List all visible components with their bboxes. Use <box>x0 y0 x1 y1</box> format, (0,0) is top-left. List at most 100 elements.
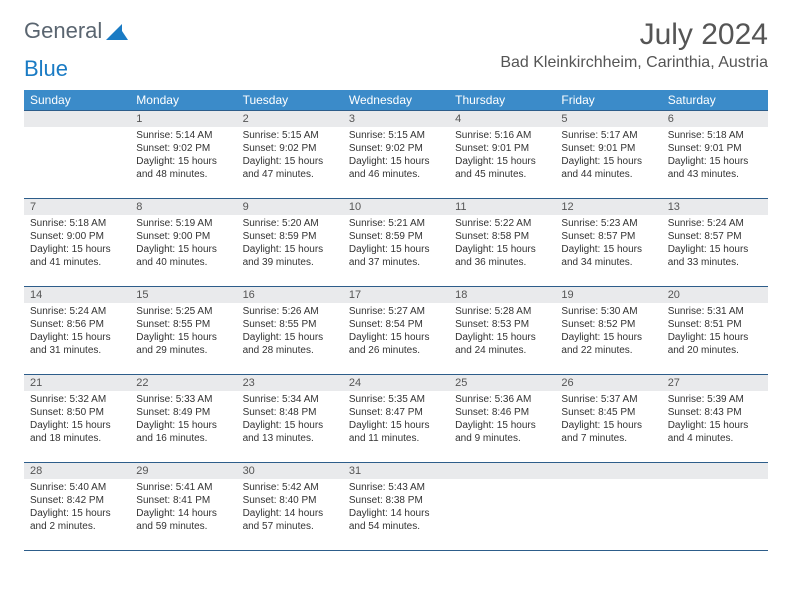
sunset-line: Sunset: 8:49 PM <box>136 406 230 419</box>
day-detail-cell: Sunrise: 5:41 AMSunset: 8:41 PMDaylight:… <box>130 479 236 551</box>
logo: General <box>24 18 130 44</box>
sunrise-line: Sunrise: 5:43 AM <box>349 481 443 494</box>
day-detail-cell: Sunrise: 5:22 AMSunset: 8:58 PMDaylight:… <box>449 215 555 287</box>
day-number-cell: 24 <box>343 375 449 391</box>
sunset-line: Sunset: 9:02 PM <box>243 142 337 155</box>
sunrise-line: Sunrise: 5:39 AM <box>668 393 762 406</box>
sunrise-line: Sunrise: 5:31 AM <box>668 305 762 318</box>
sunrise-line: Sunrise: 5:19 AM <box>136 217 230 230</box>
day-detail-row: Sunrise: 5:24 AMSunset: 8:56 PM Daylight:… <box>24 303 768 375</box>
weekday-header: Sunday <box>24 90 130 111</box>
weekday-header: Thursday <box>449 90 555 111</box>
sunset-line: Sunset: 8:51 PM <box>668 318 762 331</box>
sunrise-line: Sunrise: 5:20 AM <box>243 217 337 230</box>
day-detail-cell: Sunrise: 5:28 AMSunset: 8:53 PMDaylight:… <box>449 303 555 375</box>
day-number-row: 78910111213 <box>24 199 768 215</box>
weekday-header: Tuesday <box>237 90 343 111</box>
daylight-line: Daylight: 14 hours and 54 minutes. <box>349 507 443 533</box>
day-detail-cell: Sunrise: 5:37 AMSunset: 8:45 PMDaylight:… <box>555 391 661 463</box>
sunset-line: Sunset: 9:02 PM <box>136 142 230 155</box>
daylight-line: Daylight: 15 hours and 47 minutes. <box>243 155 337 181</box>
day-detail-cell <box>555 479 661 551</box>
daylight-line: Daylight: 15 hours and 28 minutes. <box>243 331 337 357</box>
sunset-line: Sunset: 8:57 PM <box>561 230 655 243</box>
sunset-line: Sunset: 8:53 PM <box>455 318 549 331</box>
logo-triangle-icon <box>106 22 128 40</box>
sunrise-line: Sunrise: 5:32 AM <box>30 393 124 406</box>
sunrise-line: Sunrise: 5:33 AM <box>136 393 230 406</box>
day-detail-cell: Sunrise: 5:23 AMSunset: 8:57 PMDaylight:… <box>555 215 661 287</box>
daylight-line: Daylight: 15 hours and 7 minutes. <box>561 419 655 445</box>
sunset-line: Sunset: 8:50 PM <box>30 406 124 419</box>
day-number-cell: 20 <box>662 287 768 303</box>
day-detail-cell: Sunrise: 5:24 AMSunset: 8:56 PMDaylight:… <box>24 303 130 375</box>
sunrise-line: Sunrise: 5:16 AM <box>455 129 549 142</box>
daylight-line: Daylight: 15 hours and 13 minutes. <box>243 419 337 445</box>
weekday-header: Wednesday <box>343 90 449 111</box>
day-number-cell: 19 <box>555 287 661 303</box>
day-number-cell: 13 <box>662 199 768 215</box>
day-detail-cell: Sunrise: 5:43 AMSunset: 8:38 PMDaylight:… <box>343 479 449 551</box>
daylight-line: Daylight: 15 hours and 46 minutes. <box>349 155 443 181</box>
day-number-cell: 31 <box>343 463 449 479</box>
day-number-cell: 9 <box>237 199 343 215</box>
day-number-cell: 6 <box>662 111 768 127</box>
day-number-cell: 27 <box>662 375 768 391</box>
sunset-line: Sunset: 8:55 PM <box>136 318 230 331</box>
daylight-line: Daylight: 15 hours and 11 minutes. <box>349 419 443 445</box>
day-number-cell <box>555 463 661 479</box>
sunrise-line: Sunrise: 5:15 AM <box>349 129 443 142</box>
sunset-line: Sunset: 8:46 PM <box>455 406 549 419</box>
sunset-line: Sunset: 9:02 PM <box>349 142 443 155</box>
day-detail-cell: Sunrise: 5:42 AMSunset: 8:40 PMDaylight:… <box>237 479 343 551</box>
day-number-row: 123456 <box>24 111 768 127</box>
sunrise-line: Sunrise: 5:15 AM <box>243 129 337 142</box>
day-number-cell: 8 <box>130 199 236 215</box>
logo-text-blue: Blue <box>24 56 68 82</box>
daylight-line: Daylight: 15 hours and 34 minutes. <box>561 243 655 269</box>
day-number-cell: 28 <box>24 463 130 479</box>
day-detail-cell: Sunrise: 5:39 AMSunset: 8:43 PMDaylight:… <box>662 391 768 463</box>
day-detail-cell: Sunrise: 5:31 AMSunset: 8:51 PMDaylight:… <box>662 303 768 375</box>
day-detail-cell <box>449 479 555 551</box>
logo-text-general: General <box>24 18 102 44</box>
sunset-line: Sunset: 9:00 PM <box>30 230 124 243</box>
daylight-line: Daylight: 15 hours and 40 minutes. <box>136 243 230 269</box>
day-detail-row: Sunrise: 5:18 AMSunset: 9:00 PMDaylight:… <box>24 215 768 287</box>
daylight-line: Daylight: 15 hours and 48 minutes. <box>136 155 230 181</box>
day-detail-cell: Sunrise: 5:14 AMSunset: 9:02 PMDaylight:… <box>130 127 236 199</box>
sunset-line: Sunset: 9:01 PM <box>455 142 549 155</box>
sunset-line: Sunset: 8:42 PM <box>30 494 124 507</box>
sunset-line: Sunset: 8:55 PM <box>243 318 337 331</box>
day-number-cell: 16 <box>237 287 343 303</box>
day-detail-cell: Sunrise: 5:35 AMSunset: 8:47 PMDaylight:… <box>343 391 449 463</box>
daylight-line: Daylight: 15 hours and 41 minutes. <box>30 243 124 269</box>
day-detail-cell: Sunrise: 5:33 AMSunset: 8:49 PMDaylight:… <box>130 391 236 463</box>
daylight-line: Daylight: 15 hours and 20 minutes. <box>668 331 762 357</box>
weekday-header: Friday <box>555 90 661 111</box>
daylight-line: Daylight: 15 hours and 4 minutes. <box>668 419 762 445</box>
sunrise-line: Sunrise: 5:24 AM <box>668 217 762 230</box>
day-number-cell: 10 <box>343 199 449 215</box>
location-subtitle: Bad Kleinkirchheim, Carinthia, Austria <box>500 54 768 72</box>
sunset-line: Sunset: 8:56 PM <box>30 318 124 331</box>
daylight-line: Daylight: 15 hours and 9 minutes. <box>455 419 549 445</box>
sunset-line: Sunset: 8:41 PM <box>136 494 230 507</box>
day-number-cell: 25 <box>449 375 555 391</box>
day-number-cell <box>24 111 130 127</box>
daylight-line: Daylight: 15 hours and 36 minutes. <box>455 243 549 269</box>
day-number-cell <box>449 463 555 479</box>
day-number-cell: 29 <box>130 463 236 479</box>
day-detail-cell: Sunrise: 5:15 AMSunset: 9:02 PMDaylight:… <box>343 127 449 199</box>
sunset-line: Sunset: 9:01 PM <box>668 142 762 155</box>
day-number-cell: 14 <box>24 287 130 303</box>
day-detail-cell: Sunrise: 5:19 AMSunset: 9:00 PMDaylight:… <box>130 215 236 287</box>
sunset-line: Sunset: 8:40 PM <box>243 494 337 507</box>
sunrise-line: Sunrise: 5:24 AM <box>30 305 124 318</box>
day-detail-cell: Sunrise: 5:27 AMSunset: 8:54 PMDaylight:… <box>343 303 449 375</box>
day-number-cell: 7 <box>24 199 130 215</box>
day-detail-cell: Sunrise: 5:18 AMSunset: 9:00 PMDaylight:… <box>24 215 130 287</box>
daylight-line: Daylight: 15 hours and 45 minutes. <box>455 155 549 181</box>
sunrise-line: Sunrise: 5:42 AM <box>243 481 337 494</box>
sunrise-line: Sunrise: 5:25 AM <box>136 305 230 318</box>
